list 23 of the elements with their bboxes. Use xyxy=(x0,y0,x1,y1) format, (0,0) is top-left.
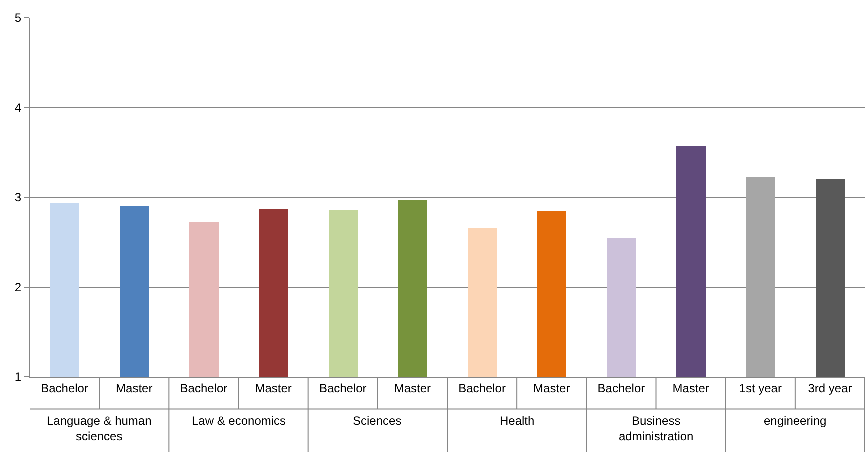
y-tick-label: 5 xyxy=(14,11,22,26)
x-tick-label: Master xyxy=(116,381,153,396)
y-tick-label: 1 xyxy=(14,370,22,384)
text: Law & economics xyxy=(192,414,286,428)
x-tick-label: Bachelor xyxy=(180,381,228,396)
y-tick-label: 4 xyxy=(14,100,22,115)
x-tick-label: Master xyxy=(534,381,570,396)
x-tick-label: Bachelor xyxy=(41,381,88,396)
x-tick-label: Master xyxy=(394,381,432,396)
text: Sciences xyxy=(353,414,402,428)
text: Business administration xyxy=(619,414,694,444)
y-tick-label: 3 xyxy=(14,190,22,205)
y-tick-label: 2 xyxy=(14,280,22,294)
x-tick-label: Master xyxy=(672,381,710,396)
x-tick-label: Bachelor xyxy=(598,381,646,396)
x-tick-label: 1st year xyxy=(739,381,782,396)
x-tick-label: Master xyxy=(255,381,292,396)
x-tick-label: Bachelor xyxy=(319,381,367,396)
text: Health xyxy=(500,414,535,428)
x-tick-label: Bachelor xyxy=(458,381,506,396)
x-tick-label: 3rd year xyxy=(808,381,852,396)
text: engineering xyxy=(764,414,827,428)
text: Language & human sciences xyxy=(47,414,152,444)
